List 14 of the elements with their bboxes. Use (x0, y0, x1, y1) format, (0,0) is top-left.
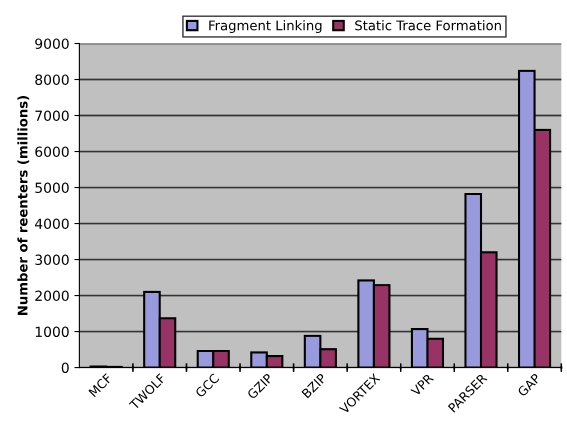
y-tick-label: 4000 (34, 218, 69, 230)
y-tick-label: 2000 (35, 290, 69, 302)
y-tick-label: 0 (62, 362, 69, 374)
y-tick-label: 3000 (35, 254, 69, 266)
y-tick-label: 9000 (35, 38, 69, 49)
legend-label: Static Trace Formation (355, 20, 501, 30)
y-axis-title: Number of reenters (millions) (17, 96, 30, 315)
y-tick-label: 6000 (35, 146, 69, 157)
x-tick-label: VPR (410, 372, 434, 397)
legend-label: Fragment Linking (209, 20, 322, 33)
y-tick-label: 8000 (35, 74, 69, 85)
y-tick-label: 7000 (35, 110, 69, 121)
y-tick-label: 5000 (35, 182, 69, 194)
y-tick-label: 1000 (36, 326, 69, 338)
